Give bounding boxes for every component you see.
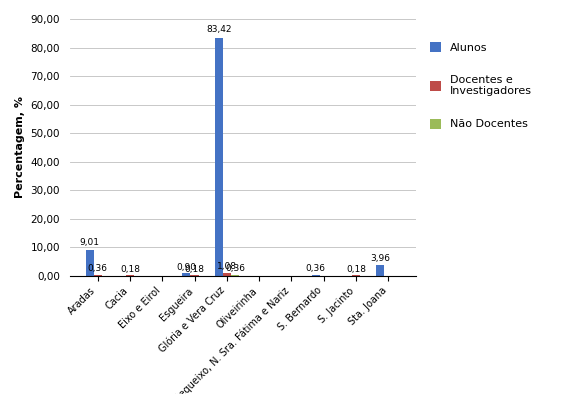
Text: 9,01: 9,01	[80, 238, 99, 247]
Text: 3,96: 3,96	[370, 254, 390, 263]
Bar	[126, 275, 134, 276]
Text: 0,36: 0,36	[88, 264, 108, 273]
Bar	[183, 273, 191, 276]
Bar	[191, 275, 199, 276]
Bar	[94, 275, 102, 276]
Text: 0,18: 0,18	[120, 265, 140, 274]
Bar	[223, 273, 231, 276]
Bar	[231, 275, 239, 276]
Bar	[312, 275, 320, 276]
Text: 1,08: 1,08	[217, 262, 237, 271]
Text: 0,36: 0,36	[225, 264, 245, 273]
Text: 0,18: 0,18	[346, 265, 366, 274]
Text: 0,18: 0,18	[184, 265, 205, 274]
Bar	[214, 38, 223, 276]
Bar	[352, 275, 360, 276]
Bar	[376, 264, 384, 276]
Text: 83,42: 83,42	[206, 25, 232, 34]
Text: 0,90: 0,90	[176, 263, 197, 272]
Y-axis label: Percentagem, %: Percentagem, %	[15, 97, 25, 199]
Text: 0,36: 0,36	[306, 264, 325, 273]
Bar	[86, 250, 94, 276]
Legend: Alunos, Docentes e
Investigadores, Não Docentes: Alunos, Docentes e Investigadores, Não D…	[425, 37, 536, 134]
